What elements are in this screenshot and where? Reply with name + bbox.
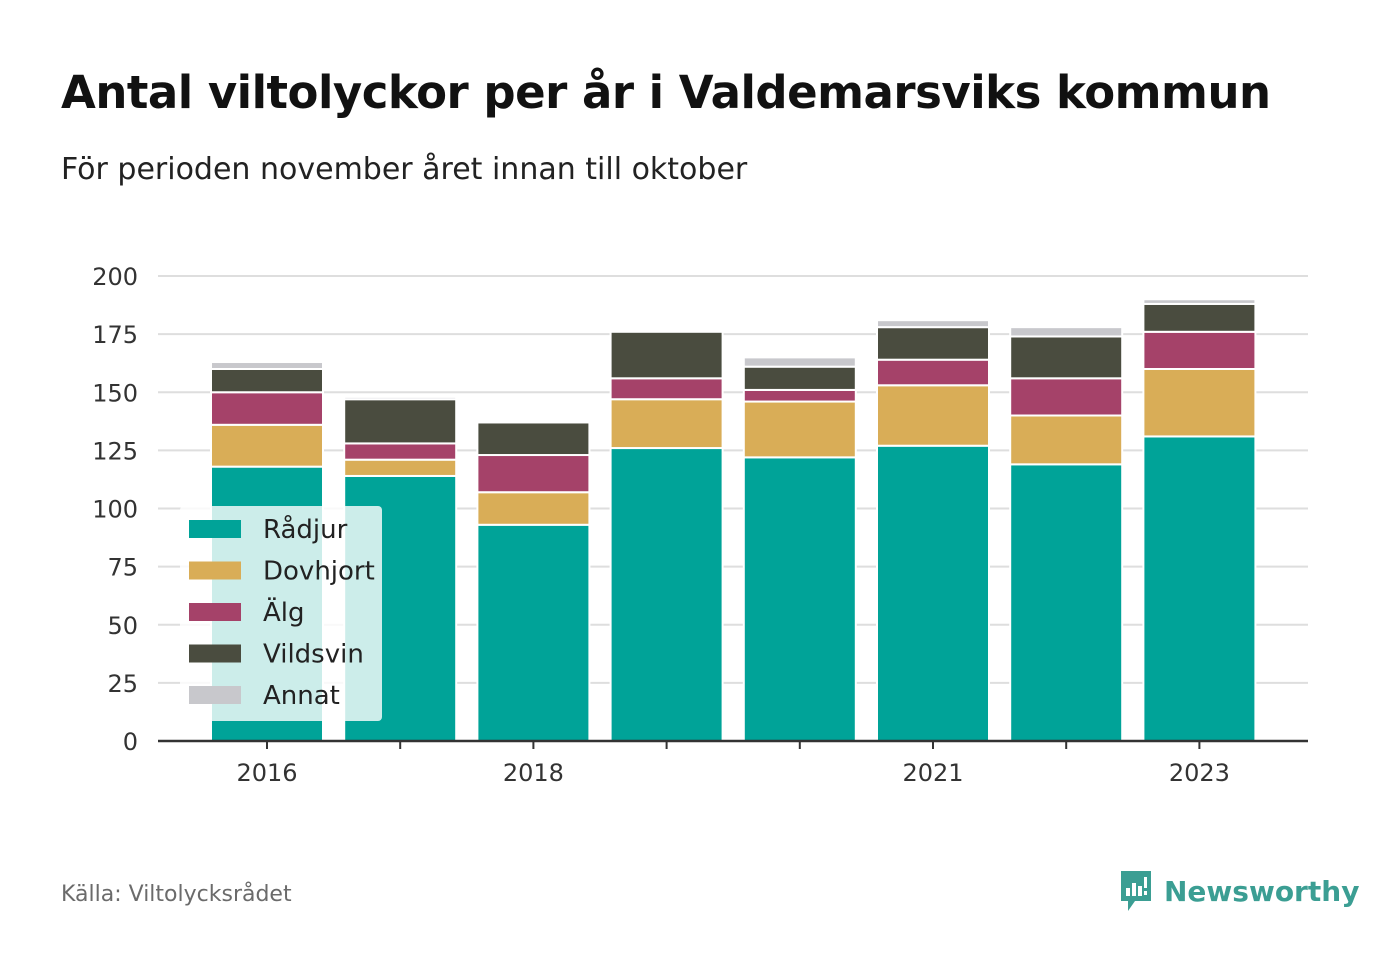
bar-2023-dovhjort xyxy=(1142,368,1257,438)
x-tick-label: 2023 xyxy=(1169,759,1230,787)
legend-label: Annat xyxy=(263,681,340,711)
x-tick-label: 2016 xyxy=(236,759,297,787)
legend-swatch-dovhjort xyxy=(189,561,241,580)
bar-2020-vildsvin xyxy=(742,365,857,391)
bar-2017-älg xyxy=(343,442,458,461)
bar-2019-vildsvin xyxy=(609,330,724,380)
y-tick-label: 75 xyxy=(107,554,138,582)
y-tick-label: 150 xyxy=(92,379,138,407)
chart-title: Antal viltolyckor per år i Valdemarsviks… xyxy=(61,66,1271,119)
x-axis: 2016 2018 2021 2023 xyxy=(158,739,1308,787)
bar-2016-älg xyxy=(210,391,324,426)
bar-2021-rådjur xyxy=(876,444,990,742)
y-tick-label: 50 xyxy=(107,612,138,640)
bar-2020-dovhjort xyxy=(742,400,857,459)
chart-subtitle: För perioden november året innan till ok… xyxy=(61,152,748,187)
legend-label: Vildsvin xyxy=(263,640,364,670)
bar-2022-vildsvin xyxy=(1009,335,1124,380)
bars xyxy=(210,298,1257,743)
source-note: Källa: Viltolycksrådet xyxy=(61,882,292,907)
bar-2021-älg xyxy=(876,358,990,387)
bar-2023-älg xyxy=(1142,330,1257,370)
bar-2019-älg xyxy=(609,377,724,401)
brand-logo: Newsworthy xyxy=(1118,868,1359,914)
brand-name: Newsworthy xyxy=(1164,874,1360,908)
y-tick-label: 0 xyxy=(123,728,138,756)
bar-2022-rådjur xyxy=(1009,463,1124,742)
legend: Rådjur Dovhjort Älg Vildsvin Annat xyxy=(180,506,382,721)
y-tick-label: 175 xyxy=(92,321,138,349)
bar-2016-dovhjort xyxy=(210,423,324,468)
legend-swatch-vildsvin xyxy=(189,644,241,663)
bar-2022-älg xyxy=(1009,377,1124,417)
bar-2018-älg xyxy=(476,454,591,494)
bar-2018-rådjur xyxy=(476,523,591,743)
legend-label: Rådjur xyxy=(263,514,348,545)
legend-label: Älg xyxy=(263,596,305,628)
bar-2021-annat xyxy=(876,319,990,329)
bar-2017-vildsvin xyxy=(343,398,458,445)
bar-2023-rådjur xyxy=(1142,435,1257,742)
bar-2017-annat xyxy=(343,395,458,401)
newsworthy-logo-icon xyxy=(1121,871,1151,911)
bar-2023-vildsvin xyxy=(1142,302,1257,333)
bar-2017-dovhjort xyxy=(343,458,458,477)
x-tick-label: 2021 xyxy=(902,759,963,787)
bar-2020-annat xyxy=(742,356,857,368)
bar-2020-rådjur xyxy=(742,456,857,742)
bar-2018-dovhjort xyxy=(476,491,591,526)
y-tick-label: 25 xyxy=(107,670,138,698)
y-tick-label: 125 xyxy=(92,437,138,465)
bar-2023-annat xyxy=(1142,298,1257,305)
bar-2019-dovhjort xyxy=(609,398,724,450)
bar-2022-annat xyxy=(1009,326,1124,338)
bar-2021-vildsvin xyxy=(876,326,990,361)
legend-swatch-rådjur xyxy=(189,520,241,538)
y-tick-label: 200 xyxy=(92,263,138,291)
bar-2020-älg xyxy=(742,388,857,403)
y-tick-label: 100 xyxy=(92,496,138,524)
bar-2019-rådjur xyxy=(609,447,724,742)
bar-2016-annat xyxy=(210,361,324,370)
legend-swatch-älg xyxy=(189,603,241,621)
legend-box xyxy=(180,506,382,721)
bar-2022-dovhjort xyxy=(1009,414,1124,466)
bar-2016-vildsvin xyxy=(210,368,324,394)
legend-label: Dovhjort xyxy=(263,557,375,587)
y-axis: 0 25 50 75 100 125 150 175 200 xyxy=(92,263,138,756)
bar-2021-dovhjort xyxy=(876,384,990,447)
legend-swatch-annat xyxy=(189,686,241,704)
bar-2018-vildsvin xyxy=(476,421,591,457)
x-tick-label: 2018 xyxy=(503,759,564,787)
